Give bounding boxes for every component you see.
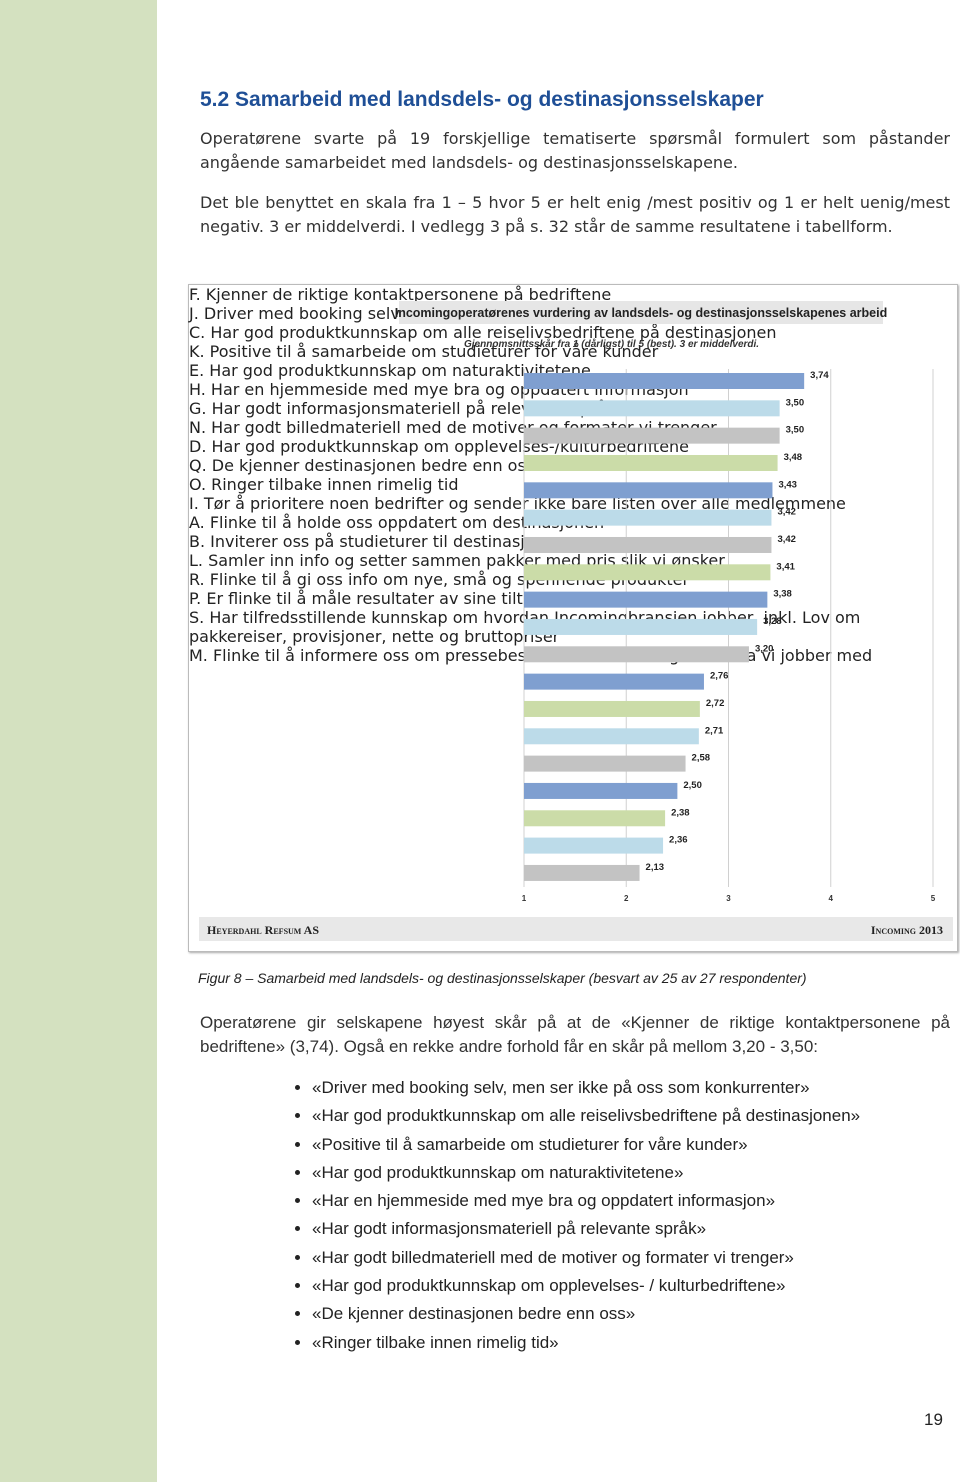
category-label: K. Positive til å samarbeide om studietu… — [189, 342, 659, 361]
bar — [524, 482, 773, 499]
bullet-item: «Har en hjemmeside med mye bra og oppdat… — [312, 1187, 860, 1215]
bar — [524, 755, 686, 772]
chart-title: Incomingoperatørenes vurdering av landsd… — [395, 306, 888, 320]
x-tick-label: 1 — [522, 894, 527, 903]
bar — [524, 373, 805, 389]
bar — [524, 536, 772, 553]
bullet-item: «De kjenner destinasjonen bedre enn oss» — [312, 1300, 860, 1328]
caption: Figur 8 – Samarbeid med landsdels- og de… — [198, 970, 807, 986]
bullet-item: «Driver med booking selv, men ser ikke p… — [312, 1074, 860, 1102]
value-label: 3,20 — [755, 643, 774, 654]
bullet-list: «Driver med booking selv, men ser ikke p… — [272, 1074, 860, 1357]
bar — [524, 864, 640, 881]
value-label: 2,58 — [692, 753, 711, 764]
x-tick-label: 4 — [829, 894, 834, 903]
chart: Incomingoperatørenes vurdering av landsd… — [188, 284, 958, 952]
category-label: B. Inviterer oss på studieturer til dest… — [189, 532, 565, 551]
bar — [524, 782, 678, 799]
x-tick-label: 2 — [624, 894, 629, 903]
category-label: P. Er flinke til å måle resultater av si… — [189, 589, 542, 608]
title-bar — [399, 301, 883, 324]
bar — [524, 646, 749, 663]
value-label: 3,38 — [773, 589, 792, 600]
bullet-item: «Har godt informasjonsmateriell på relev… — [312, 1215, 860, 1243]
paragraph: Operatørene gir selskapene høyest skår p… — [200, 1013, 950, 1056]
category-label: A. Flinke til å holde oss oppdatert om d… — [189, 513, 605, 532]
category-label: E. Har god produktkunnskap om naturaktiv… — [189, 361, 591, 380]
value-label: 2,71 — [705, 725, 724, 736]
chart-svg: Incomingoperatørenes vurdering av landsd… — [199, 301, 953, 941]
value-label: 2,76 — [710, 671, 729, 682]
value-label: 2,50 — [683, 780, 702, 791]
bar — [524, 427, 780, 444]
category-label: F. Kjenner de riktige kontaktpersonene p… — [189, 285, 612, 304]
bar — [524, 837, 664, 854]
footer-bar — [199, 917, 953, 941]
value-label: 2,13 — [646, 862, 665, 873]
bar — [524, 700, 700, 717]
bullet-item: «Positive til å samarbeide om studieture… — [312, 1131, 860, 1159]
bar — [524, 454, 778, 471]
side-band — [0, 0, 157, 1482]
footer-right: Incoming 2013 — [871, 923, 943, 937]
bullet-item: «Har god produktkunnskap om opplevelses-… — [312, 1272, 860, 1300]
category-label: G. Har godt informasjonsmateriell på rel… — [189, 399, 616, 418]
value-label: 3,42 — [777, 507, 796, 518]
page-number: 19 — [924, 1410, 943, 1429]
category-label: Q. De kjenner destinasjonen bedre enn os… — [189, 456, 535, 475]
value-label: 3,50 — [786, 397, 805, 408]
value-label: 2,36 — [669, 835, 688, 846]
heading: 5.2 Samarbeid med landsdels- og destinas… — [200, 88, 764, 111]
bullet-item: «Ringer tilbake innen rimelig tid» — [312, 1329, 860, 1357]
paragraph: Operatørene svarte på 19 forskjellige te… — [200, 129, 950, 172]
value-label: 2,38 — [671, 807, 690, 818]
bullet-item: «Har godt billedmateriell med de motiver… — [312, 1244, 860, 1272]
bar — [524, 400, 780, 417]
value-label: 3,43 — [778, 479, 797, 490]
x-tick-label: 3 — [726, 894, 731, 903]
bar — [524, 591, 768, 608]
bar — [524, 564, 771, 581]
value-label: 3,74 — [810, 370, 829, 381]
category-label: O. Ringer tilbake innen rimelig tid — [189, 475, 459, 494]
paragraph: Det ble benyttet en skala fra 1 – 5 hvor… — [200, 193, 950, 236]
category-label: I. Tør å prioritere noen bedrifter og se… — [189, 494, 846, 513]
bar — [524, 673, 704, 690]
bar — [524, 509, 772, 526]
value-label: 3,41 — [776, 561, 795, 572]
category-label: C. Har god produktkunnskap om alle reise… — [189, 323, 777, 342]
value-label: 2,72 — [706, 698, 725, 709]
value-label: 3,42 — [777, 534, 796, 545]
value-label: 3,48 — [784, 452, 803, 463]
chart-subtitle: Gjennomsnittsskår fra 1 (dårligst) til 5… — [464, 338, 759, 350]
bar — [524, 618, 758, 635]
bullet-item: «Har god produktkunnskap om naturaktivit… — [312, 1159, 860, 1187]
bar — [524, 810, 666, 827]
footer-left: Heyerdahl Refsum AS — [207, 923, 319, 937]
x-tick-label: 5 — [931, 894, 936, 903]
bullet-item: «Har god produktkunnskap om alle reiseli… — [312, 1102, 860, 1130]
value-label: 3,50 — [786, 425, 805, 436]
bar — [524, 728, 699, 745]
value-label: 3,28 — [763, 616, 782, 627]
